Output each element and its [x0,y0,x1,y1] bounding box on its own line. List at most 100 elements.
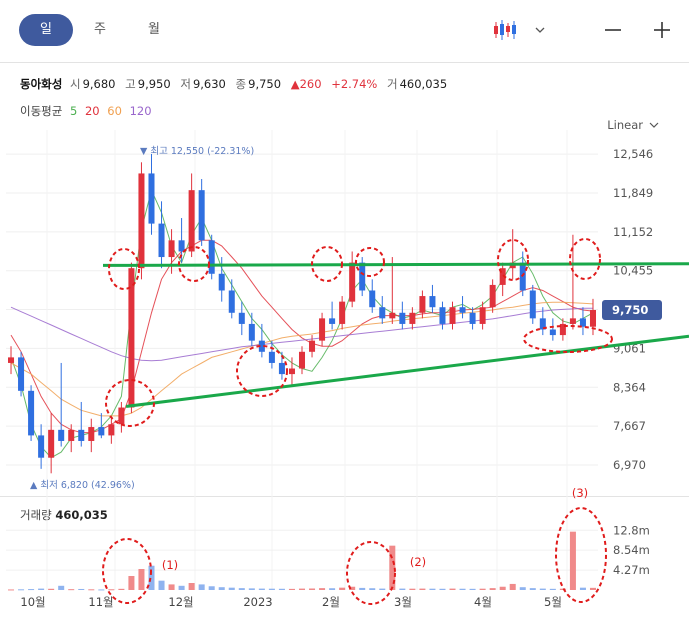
candle [228,290,235,313]
candle [248,323,255,341]
volume-bar [509,583,516,590]
y-tick-label: 6,970 [613,458,646,472]
price-change: ▲260 [290,77,322,91]
volume-bar [389,545,396,590]
volume-bar [309,588,316,590]
candle [108,424,115,436]
annotation-circle [569,238,601,280]
volume-bar [359,587,366,590]
toolbar-divider [0,62,689,63]
candle [439,307,446,324]
volume-bar [409,588,416,590]
volume-bar [519,587,526,590]
stock-info-line: 동아화성 시 9,680 고 9,950 저 9,630 종 9,750 ▲260 +2… [20,76,453,92]
ma-20-label: 20 [84,104,100,118]
chart-toolbar [487,12,689,48]
ma-60-line [10,301,594,417]
volume-bar [148,565,155,590]
volume-bar [319,588,326,590]
volume-bar [268,588,275,590]
minimize-button[interactable] [591,12,635,48]
candle [178,240,185,252]
x-tick-label: 10월 [20,595,45,609]
candle [309,340,316,352]
candle [319,318,326,341]
x-tick-label: 3월 [394,595,412,609]
volume-panel-value: 460,035 [55,508,108,522]
candle [449,307,456,324]
scale-selector[interactable]: Linear [607,118,659,132]
scale-label: Linear [607,118,643,132]
y-tick-label: 8,364 [613,380,646,394]
annotation-label: (2) [410,555,426,569]
volume-bar [58,585,65,590]
volume-bar [349,586,356,590]
volume-tick-label: 12.8m [613,523,650,537]
chevron-down-icon [535,27,545,33]
resistance-trendline [102,262,689,267]
volume-bar [168,584,175,590]
low-label: 저 [180,77,191,91]
candle [369,290,376,308]
tab-daily[interactable]: 일 [19,14,73,46]
price-change-pct: +2.74% [331,77,378,91]
last-price-label: 9,750 [612,303,648,317]
minus-icon [605,29,621,31]
annotation-circle [102,538,152,604]
volume-bar [238,588,245,590]
close-value: 9,750 [248,77,282,91]
candle [569,318,576,324]
add-button[interactable] [635,12,689,48]
candle [419,296,426,313]
support-trendline [125,334,689,408]
volume-bar [499,586,506,590]
volume-bar [479,588,486,590]
volume-bar [399,588,406,590]
volume-bar [128,576,135,590]
annotation-circle [497,239,529,281]
tab-monthly[interactable]: 월 [148,22,160,37]
open-value: 9,680 [82,77,116,91]
ma-120-label: 120 [129,104,152,118]
volume-bar [298,588,306,590]
x-tick-label: 5월 [544,595,562,609]
chart-type-button[interactable] [487,12,523,48]
open-label: 시 [69,77,81,91]
volume-bar [228,587,235,590]
volume-bar [369,588,376,590]
volume-bar [108,589,115,591]
candle [128,268,135,408]
y-tick-label: 12,546 [613,147,653,161]
tab-weekly[interactable]: 주 [94,22,106,37]
volume-title: 거래량 460,035 [20,507,108,523]
volume-bar [178,585,185,590]
candle [489,284,496,308]
candle [98,427,105,436]
volume-bar [98,589,105,591]
volume-bar [339,587,346,590]
candle [148,173,155,224]
volume-value: 460,035 [399,77,448,91]
candle [549,329,556,336]
chart-type-dropdown[interactable] [523,12,557,48]
candle [118,407,125,425]
candle [218,273,225,291]
volume-bar [439,588,446,590]
volume-bar [88,589,95,591]
candle [208,240,215,274]
volume-bar [539,588,546,590]
y-tick-label: 10,455 [613,264,653,278]
candle [168,240,175,258]
candle [38,435,45,458]
volume-bar [138,569,145,590]
candle [389,312,396,319]
candle [329,318,336,324]
candle [88,427,95,441]
volume-bar [449,588,456,590]
volume-bar [198,584,205,590]
annotation-label: (1) [162,558,178,572]
annotation-circle [105,379,155,427]
x-tick-label: 12월 [168,595,193,609]
